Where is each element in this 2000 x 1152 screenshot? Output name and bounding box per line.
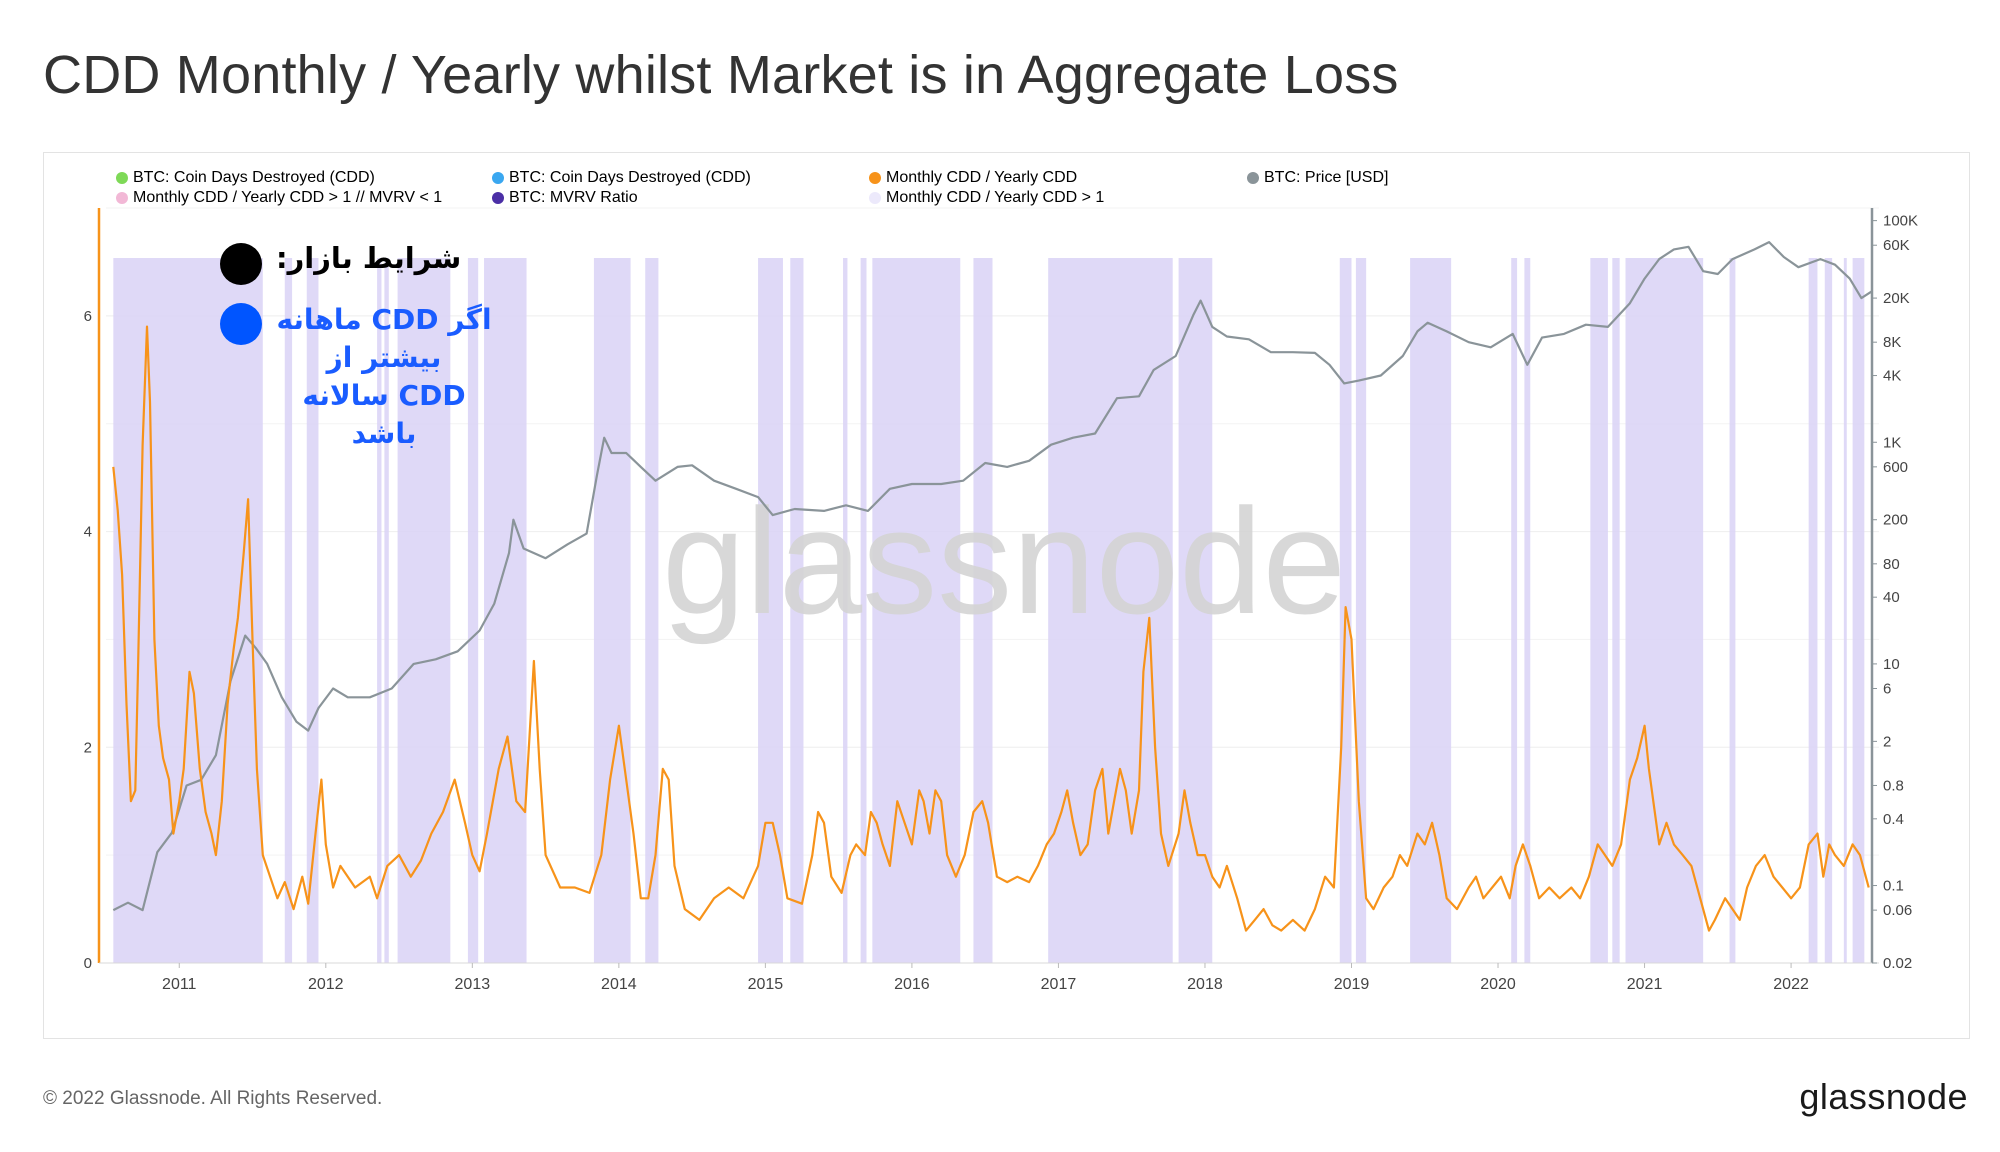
- shaded-region: [1625, 258, 1704, 963]
- shaded-region: [1729, 258, 1736, 963]
- shaded-region: [790, 258, 804, 963]
- page-title: CDD Monthly / Yearly whilst Market is in…: [43, 45, 1399, 105]
- shaded-region: [1410, 258, 1452, 963]
- shaded-region: [645, 258, 659, 963]
- series-line-ratio: [112, 325, 1870, 932]
- x-tick-label: 2021: [1627, 976, 1663, 993]
- shaded-region: [1048, 258, 1173, 963]
- y-left-tick-label: 6: [84, 308, 92, 325]
- shaded-region: [1590, 258, 1608, 963]
- condition-line-3: CDD سالانه: [302, 379, 466, 412]
- y-right-tick-label: 0.02: [1883, 955, 1912, 972]
- legend-label: BTC: Price [USD]: [1264, 169, 1389, 186]
- y-right-tick-label: 10: [1883, 656, 1900, 673]
- shaded-region: [973, 258, 993, 963]
- y-left-tick-label: 2: [84, 739, 92, 756]
- black-dot-icon: [220, 243, 262, 285]
- shaded-region: [1511, 258, 1518, 963]
- x-tick-label: 2016: [894, 976, 930, 993]
- y-right-tick-label: 600: [1883, 459, 1908, 476]
- shaded-region: [593, 258, 631, 963]
- shaded-region: [1852, 258, 1865, 963]
- shaded-region: [397, 258, 451, 963]
- y-right-tick-label: 4K: [1883, 368, 1901, 385]
- x-tick-label: 2012: [308, 976, 344, 993]
- y-right-tick-label: 1K: [1883, 434, 1901, 451]
- y-right-tick-label: 0.1: [1883, 878, 1904, 895]
- shaded-region: [1808, 258, 1818, 963]
- cdd-ratio-price-chart: glassnode 0 2 4 6 100K 60K 20K 8K 4K 1K 600 200 80 40…: [84, 207, 1918, 993]
- legend-dot-green-icon: [116, 172, 128, 184]
- legend-btc-price[interactable]: BTC: Price [USD]: [1247, 169, 1388, 187]
- shaded-region: [284, 258, 293, 963]
- shaded-region: [384, 258, 389, 963]
- y-right-tick-label: 80: [1883, 556, 1900, 573]
- legend-label: Monthly CDD / Yearly CDD: [886, 169, 1078, 186]
- condition-line-4: باشد: [351, 417, 417, 450]
- legend-label: BTC: Coin Days Destroyed (CDD): [133, 169, 375, 186]
- x-tick-label: 2018: [1187, 976, 1223, 993]
- blue-dot-icon: [220, 303, 262, 345]
- y-right-tick-label: 20K: [1883, 290, 1910, 307]
- shaded-region: [306, 258, 319, 963]
- x-tick-label: 2014: [601, 976, 637, 993]
- condition-line-2: بیشتر از: [326, 341, 442, 374]
- legend-dot-pink-icon: [116, 192, 128, 204]
- shaded-region: [1612, 258, 1620, 963]
- x-tick-label: 2011: [162, 976, 197, 993]
- legend-ratio-mvrv[interactable]: Monthly CDD / Yearly CDD > 1 // MVRV < 1: [116, 189, 442, 207]
- market-condition-label: شرایط بازار:: [276, 241, 462, 275]
- y-right-tick-label: 8K: [1883, 334, 1901, 351]
- shaded-region: [1843, 258, 1847, 963]
- legend-label: BTC: Coin Days Destroyed (CDD): [509, 169, 751, 186]
- y-right-tick-label: 2: [1883, 733, 1891, 750]
- shaded-region: [467, 258, 479, 963]
- legend-dot-blue-icon: [492, 172, 504, 184]
- y-right-tick-label: 0.4: [1883, 811, 1904, 828]
- shaded-region: [377, 258, 382, 963]
- x-tick-label: 2015: [748, 976, 784, 993]
- shaded-region: [1824, 258, 1833, 963]
- legend-ratio-gt-1[interactable]: Monthly CDD / Yearly CDD > 1: [869, 189, 1104, 207]
- y-right-tick-label: 60K: [1883, 237, 1910, 254]
- legend-mvrv-ratio[interactable]: BTC: MVRV Ratio: [492, 189, 638, 207]
- x-tick-label: 2019: [1334, 976, 1370, 993]
- legend-dot-gray-icon: [1247, 172, 1259, 184]
- watermark-text: glassnode: [662, 477, 1346, 645]
- shaded-region: [113, 258, 263, 963]
- legend-label: BTC: MVRV Ratio: [509, 189, 638, 206]
- shaded-region: [843, 258, 848, 963]
- y-right-tick-label: 0.8: [1883, 777, 1904, 794]
- chart-panel: glassnode 0 2 4 6 100K 60K 20K 8K 4K 1K 600 200 80 40…: [43, 152, 1970, 1039]
- shaded-region: [1524, 258, 1531, 963]
- x-tick-label: 2013: [455, 976, 491, 993]
- y-right-tick-label: 200: [1883, 512, 1908, 529]
- legend-cdd-blue[interactable]: BTC: Coin Days Destroyed (CDD): [492, 169, 751, 187]
- x-tick-label: 2020: [1480, 976, 1516, 993]
- y-right-tick-label: 100K: [1883, 213, 1918, 230]
- condition-line-1: اگر CDD ماهانه: [276, 303, 492, 336]
- y-right-tick-label: 6: [1883, 680, 1891, 697]
- shaded-region: [860, 258, 867, 963]
- copyright: © 2022 Glassnode. All Rights Reserved.: [43, 1088, 383, 1109]
- legend-monthly-yearly[interactable]: Monthly CDD / Yearly CDD: [869, 169, 1077, 187]
- y-left-tick-label: 4: [84, 524, 92, 541]
- shaded-region: [1355, 258, 1367, 963]
- legend-label: Monthly CDD / Yearly CDD > 1 // MVRV < 1: [133, 189, 443, 206]
- legend-label: Monthly CDD / Yearly CDD > 1: [886, 189, 1105, 206]
- y-left-tick-label: 0: [84, 955, 92, 972]
- legend-dot-orange-icon: [869, 172, 881, 184]
- legend-dot-lavender-icon: [869, 192, 881, 204]
- brand-logo: glassnode: [1799, 1076, 1968, 1117]
- legend-dot-purple-icon: [492, 192, 504, 204]
- y-right-tick-label: 40: [1883, 589, 1900, 606]
- y-right-tick-label: 0.06: [1883, 902, 1912, 919]
- x-tick-label: 2022: [1773, 976, 1809, 993]
- x-tick-label: 2017: [1041, 976, 1077, 993]
- legend-cdd-green[interactable]: BTC: Coin Days Destroyed (CDD): [116, 169, 375, 187]
- series-line-price: [112, 241, 1873, 912]
